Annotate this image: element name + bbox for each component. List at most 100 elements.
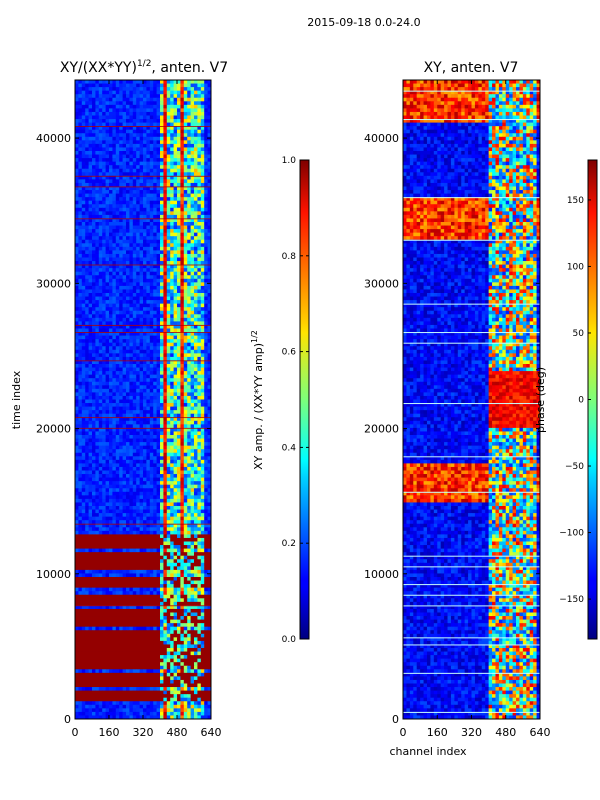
heatmap-cell [115,463,120,468]
heatmap-cell [183,314,188,319]
heatmap-cell [119,232,123,237]
heatmap-cell [112,90,117,95]
heatmap-cell [126,94,130,99]
heatmap-cell [109,161,113,166]
heatmap-cell [166,232,171,237]
heatmap-cell [122,484,127,489]
heatmap-cell [95,374,100,379]
heatmap-cell [85,225,89,230]
heatmap-cell [153,246,157,251]
heatmap-cell [92,122,96,127]
heatmap-cell [197,83,202,88]
heatmap-cell [177,154,181,159]
heatmap-cell [126,83,130,88]
heatmap-cell [173,381,178,386]
heatmap-cell [173,456,178,461]
heatmap-cell [112,442,117,447]
heatmap-cell [139,126,144,131]
heatmap-cell [132,488,137,493]
heatmap-cell [109,310,113,315]
heatmap-cell [143,353,147,358]
heatmap-cell [166,261,171,265]
heatmap-cell [102,474,106,478]
heatmap-cell [149,97,154,102]
heatmap-cell [190,349,195,354]
heatmap-cell [183,328,188,333]
heatmap-cell [88,158,93,163]
heatmap-cell [177,129,181,134]
heatmap-cell [132,158,137,163]
heatmap-cell [194,463,198,468]
heatmap-cell [112,399,117,404]
heatmap-cell [194,378,198,383]
heatmap-cell [163,104,168,109]
heatmap-cell [136,392,140,397]
heatmap-cell [187,484,191,489]
heatmap-cell [136,367,140,372]
heatmap-cell [177,378,181,383]
heatmap-cell [187,456,191,461]
heatmap-cell [92,275,96,280]
heatmap-cell [112,424,117,429]
heatmap-cell [197,374,202,379]
heatmap-cell [88,502,93,507]
heatmap-cell [173,495,178,500]
heatmap-cell [109,165,113,170]
heatmap-cell [126,268,130,273]
heatmap-cell [160,232,164,237]
heatmap-cell [105,104,110,109]
heatmap-cell [92,509,96,514]
heatmap-cell [177,190,181,194]
heatmap-cell [98,186,103,191]
heatmap-cell [166,364,171,368]
heatmap-cell [156,367,161,372]
heatmap-cell [160,513,164,518]
heatmap-cell [170,214,174,219]
heatmap-cell [109,456,113,461]
heatmap-cell [95,104,100,109]
heatmap-cell [119,506,123,510]
heatmap-cell [129,427,134,432]
heatmap-cell [170,342,174,347]
heatmap-cell [166,293,171,297]
heatmap-cell [200,491,205,496]
heatmap-cell [204,229,208,234]
heatmap-cell [173,186,178,191]
heatmap-cell [85,122,89,127]
heatmap-cell [102,502,106,507]
heatmap-cell [200,250,205,255]
heatmap-cell [95,151,100,155]
heatmap-cell [197,218,202,223]
heatmap-cell [190,133,195,138]
heatmap-cell [78,200,83,205]
heatmap-cell [85,520,89,525]
heatmap-cell [119,154,123,159]
heatmap-cell [153,83,157,88]
heatmap-cell [170,257,174,262]
heatmap-cell [149,399,154,404]
heatmap-cell [200,186,205,191]
heatmap-cell [132,445,137,450]
heatmap-cell [105,87,110,92]
heatmap-cell [197,516,202,521]
heatmap-cell [197,261,202,265]
heatmap-cell [112,186,117,191]
heatmap-cell [132,289,137,294]
heatmap-cell [85,179,89,184]
heatmap-cell [139,474,144,478]
heatmap-cell [78,332,83,336]
heatmap-cell [166,97,171,102]
heatmap-cell [109,371,113,376]
heatmap-cell [78,339,83,344]
heatmap-cell [153,300,157,305]
heatmap-cell [102,346,106,351]
heatmap-cell [187,321,191,326]
heatmap-cell [109,289,113,294]
heatmap-cell [139,200,144,205]
heatmap-cell [92,427,96,432]
heatmap-cell [180,90,185,95]
heatmap-cell [105,275,110,280]
heatmap-cell [194,211,198,216]
heatmap-cell [98,495,103,500]
heatmap-cell [122,140,127,145]
